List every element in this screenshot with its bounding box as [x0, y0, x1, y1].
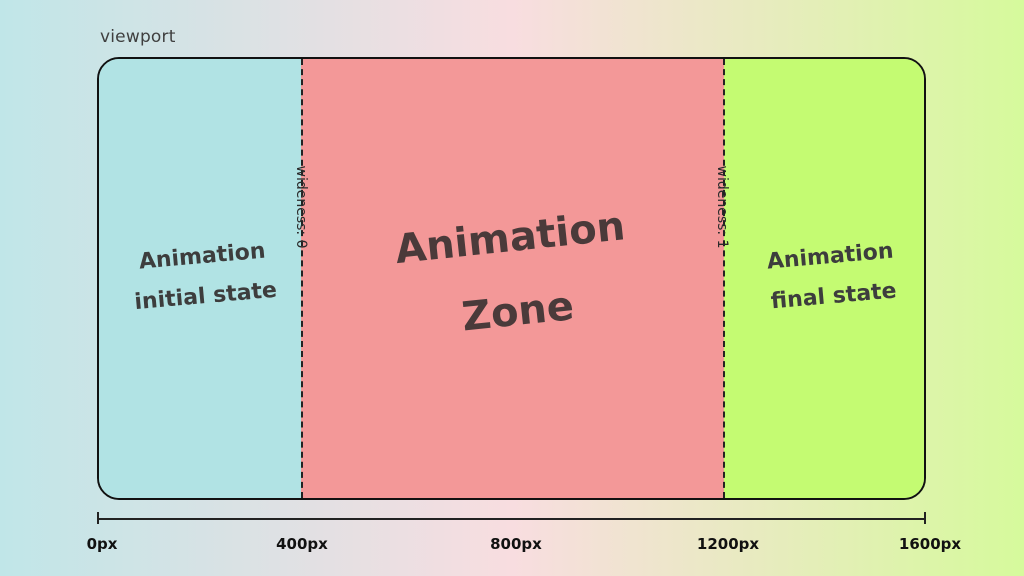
viewport-frame: wideness: 0 wideness: 1 Animation initia…	[97, 57, 926, 500]
axis-tick-start	[97, 512, 99, 524]
wideness-start-label: wideness: 0	[293, 165, 309, 249]
initial-state-zone	[99, 59, 301, 498]
wideness-end-label: wideness: 1	[714, 165, 730, 249]
viewport-label: viewport	[100, 27, 176, 47]
final-state-zone	[724, 59, 924, 498]
axis-tick-end	[924, 512, 926, 524]
axis-label-400: 400px	[276, 535, 328, 553]
final-state-label: Animation final state	[765, 238, 898, 315]
axis-label-800: 800px	[490, 535, 542, 553]
divider-end	[723, 59, 725, 498]
divider-start	[301, 59, 303, 498]
initial-state-label: Animation initial state	[133, 238, 278, 316]
axis-label-0: 0px	[86, 535, 118, 553]
animation-zone-label: Animation Zone	[393, 203, 628, 341]
animation-zone	[301, 59, 724, 498]
axis-label-1200: 1200px	[696, 535, 760, 553]
axis-label-1600: 1600px	[898, 535, 962, 553]
px-axis-line	[97, 518, 926, 520]
